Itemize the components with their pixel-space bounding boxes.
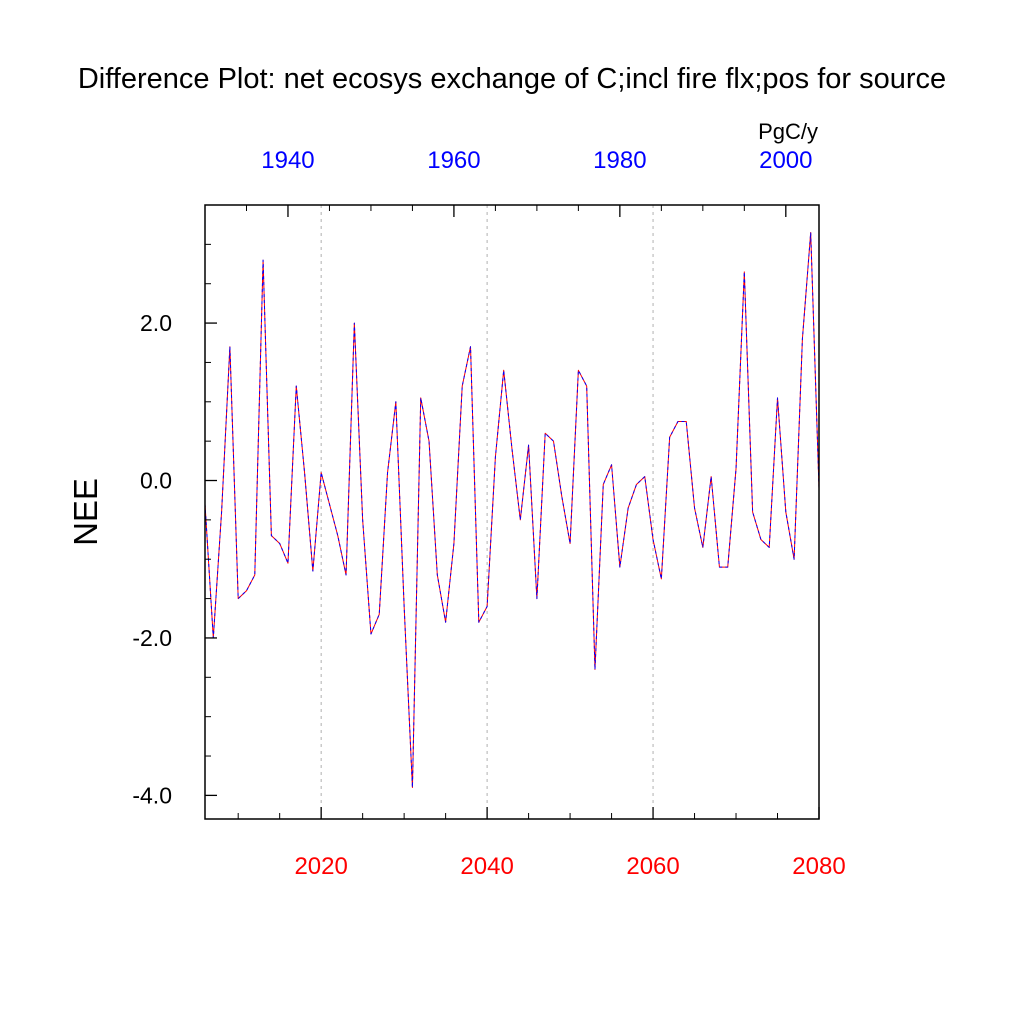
x-top-tick-label: 1940 bbox=[261, 147, 314, 174]
series-line-red bbox=[204, 232, 820, 789]
x-bottom-tick-label: 2040 bbox=[460, 853, 513, 880]
x-top-tick-label: 1960 bbox=[427, 147, 480, 174]
y-tick-label: -2.0 bbox=[132, 625, 172, 651]
tick-labels: 2020 2040 2060 2080 1940 1960 1980 2000 -4.0 -2.0… bbox=[132, 147, 845, 880]
x-bottom-tick-label: 2060 bbox=[626, 853, 679, 880]
y-axis-label: NEE bbox=[67, 478, 104, 546]
y-tick-label: 2.0 bbox=[140, 310, 172, 336]
y-tick-label: -4.0 bbox=[132, 782, 172, 808]
axis-ticks bbox=[204, 204, 820, 819]
chart-title: Difference Plot: net ecosys exchange of … bbox=[78, 63, 946, 95]
x-bottom-tick-label: 2020 bbox=[294, 853, 347, 880]
series-layer bbox=[204, 232, 820, 789]
x-bottom-tick-label: 2080 bbox=[792, 853, 845, 880]
units-label: PgC/y bbox=[758, 119, 818, 144]
series-line-blue bbox=[204, 232, 820, 789]
x-top-tick-label: 2000 bbox=[759, 147, 812, 174]
y-tick-label: 0.0 bbox=[140, 468, 172, 494]
plot-frame bbox=[204, 204, 820, 820]
x-top-tick-label: 1980 bbox=[593, 147, 646, 174]
grid-lines bbox=[320, 205, 654, 819]
